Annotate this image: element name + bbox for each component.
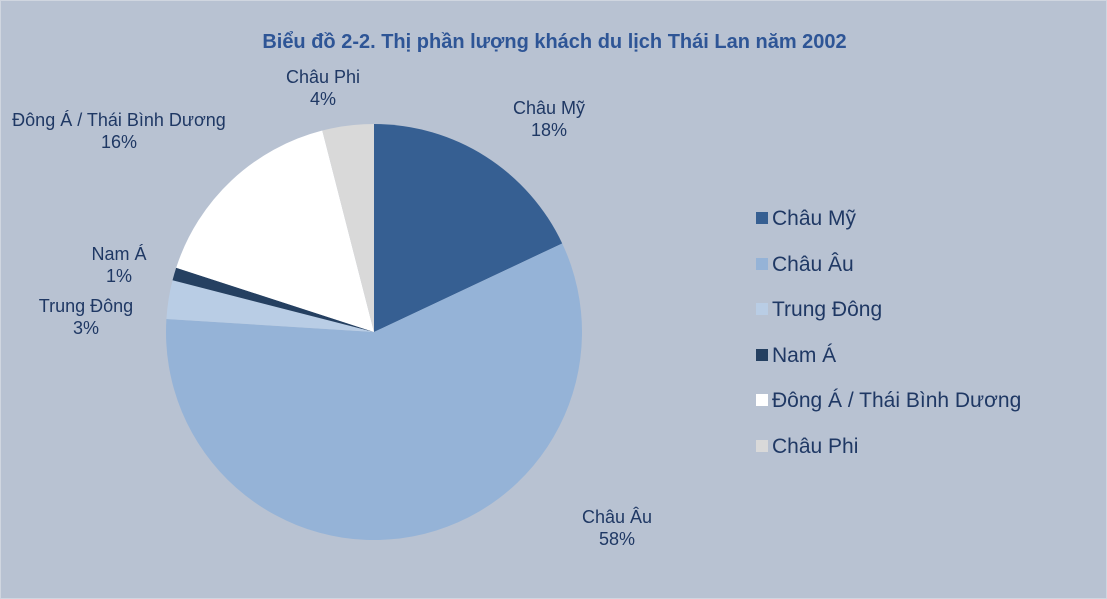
legend-label: Châu Phi	[772, 434, 859, 458]
pie-slice	[166, 280, 374, 332]
pie-slice	[172, 267, 374, 332]
label-category: Đông Á / Thái Bình Dương	[12, 110, 226, 130]
legend-entry: Châu Phi	[756, 435, 858, 459]
label-value: 3%	[72, 318, 99, 338]
legend-entry: Châu Mỹ	[756, 207, 856, 231]
data-label: Đông Á / Thái Bình Dương 16%	[4, 109, 234, 153]
chart-title: Biểu đồ 2-2. Thị phần lượng khách du lịc…	[262, 31, 847, 53]
label-value: 4%	[309, 89, 336, 109]
pie-slice	[166, 243, 583, 540]
legend-swatch	[756, 303, 768, 315]
data-label: Trung Đông 3%	[11, 295, 161, 339]
label-value: 16%	[100, 132, 138, 152]
legend-swatch	[756, 257, 768, 270]
legend-label: Đông Á / Thái Bình Dương	[772, 389, 1022, 412]
legend-entry: Đông Á / Thái Bình Dương	[756, 389, 1021, 413]
label-category: Châu Mỹ	[512, 98, 586, 118]
label-category: Nam Á	[91, 244, 147, 264]
legend-label: Trung Đông	[772, 298, 883, 321]
legend-swatch	[756, 394, 768, 406]
legend-entry: Châu Âu	[756, 253, 854, 277]
legend-label: Nam Á	[772, 343, 837, 367]
label-category: Châu Âu	[581, 507, 653, 527]
legend-swatch	[756, 439, 768, 452]
data-label: Nam Á 1%	[69, 243, 169, 287]
pie-slice	[374, 124, 563, 332]
data-label: Châu Mỹ 18%	[474, 97, 624, 141]
label-value: 1%	[105, 266, 132, 286]
legend-entry: Trung Đông	[756, 298, 882, 322]
label-value: 58%	[598, 529, 636, 549]
pie-slice	[322, 124, 374, 332]
label-value: 18%	[530, 120, 568, 140]
data-label: Châu Âu 58%	[557, 506, 677, 550]
data-label: Châu Phi 4%	[263, 66, 383, 110]
legend-swatch	[756, 348, 768, 361]
label-category: Châu Phi	[285, 67, 361, 87]
legend-entry: Nam Á	[756, 344, 836, 368]
pie-slice	[176, 130, 374, 332]
legend-swatch	[756, 212, 768, 224]
legend-label: Châu Mỹ	[772, 207, 857, 230]
label-category: Trung Đông	[38, 296, 134, 316]
legend-label: Châu Âu	[772, 252, 854, 276]
